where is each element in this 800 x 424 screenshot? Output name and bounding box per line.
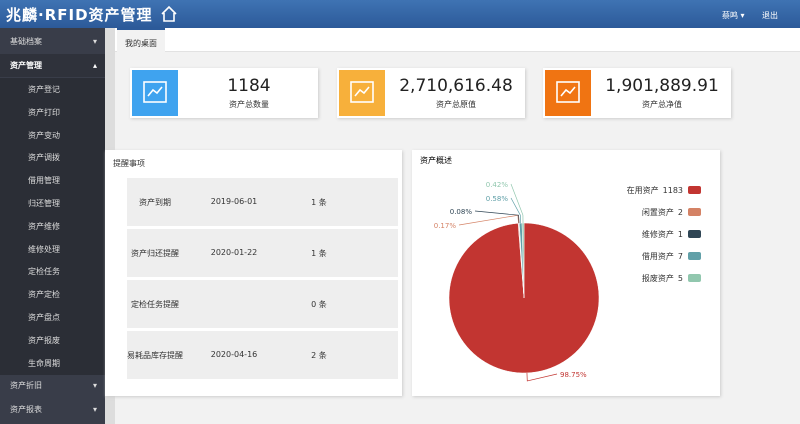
leader-line — [526, 372, 558, 382]
reminder-row[interactable]: 资产到期 2019-06-01 1 条 — [127, 178, 398, 226]
reminder-row[interactable]: 资产归还提醒 2020-01-22 1 条 — [127, 229, 398, 277]
legend-text: 2 — [678, 208, 683, 217]
tab[interactable]: 我的桌面 — [117, 28, 165, 52]
legend-entry: 借用资产 7 — [642, 251, 683, 261]
submenu-item[interactable]: 资产变动 — [0, 123, 105, 147]
legend-text: 维修资产 — [642, 229, 674, 239]
overview-panel: 资产概述 98.75% 0.17% 0.08% 0.58% 0.42% 在用资产 1183 闲… — [412, 150, 720, 396]
reminder-cell: 2019-06-01 — [210, 197, 258, 206]
leader-line — [458, 214, 519, 226]
arrow: ▴ — [92, 61, 97, 70]
legend-text: 报废资产 — [642, 273, 674, 283]
sidebar: 基础档案 ▾ 资产管理 ▴ 资产登记 资产打印 资产变动 资产调拨 借用管理 归还管理 资产维修 维修… — [0, 28, 105, 424]
card-value: 1,901,889.91 — [605, 76, 719, 96]
card-value: 1184 — [227, 76, 271, 96]
card-label: 资产总净值 — [642, 100, 682, 109]
pie-slice — [521, 222, 525, 299]
legend-swatch — [688, 252, 701, 260]
card-icon — [545, 70, 591, 116]
legend-text: 借用资产 — [642, 251, 674, 261]
stat-card: 1184 资产总数量 — [130, 68, 318, 118]
reminder-cell: 1 条 — [311, 198, 327, 207]
reminder-cell: 资产到期 — [139, 198, 171, 207]
reminder-row[interactable]: 定检任务提醒 0 条 — [127, 280, 398, 328]
submenu-item[interactable]: 资产定检 — [0, 283, 105, 307]
card-icon — [339, 70, 385, 116]
leader-line — [510, 197, 522, 224]
submenu-item[interactable]: 资产报废 — [0, 328, 105, 352]
top-bar: 兆麟·RFID资产管理 蔡鸣 ▾ 退出 — [0, 0, 800, 28]
submenu-item[interactable]: 生命周期 — [0, 351, 105, 375]
legend-text: 5 — [678, 274, 683, 283]
leader-line — [474, 210, 520, 224]
slice-label: 0.17% — [434, 222, 457, 230]
legend-swatch — [688, 208, 701, 216]
reminder-cell: 易耗品库存提醒 — [127, 351, 183, 360]
arrow: ▾ — [92, 405, 97, 415]
submenu-item[interactable]: 维修处理 — [0, 237, 105, 261]
home-icon[interactable] — [160, 5, 178, 23]
reminder-cell: 1 条 — [311, 249, 327, 258]
menu-item[interactable]: 资产报表 ▾ — [0, 398, 105, 421]
menu-item[interactable]: 资产折旧 ▾ — [0, 374, 105, 397]
user-menu[interactable]: 蔡鸣 ▾ — [722, 11, 745, 20]
slice-label: 0.58% — [486, 195, 509, 203]
legend-swatch — [688, 274, 701, 282]
panel-title: 提醒事项 — [113, 159, 145, 168]
submenu-item[interactable]: 归还管理 — [0, 192, 105, 215]
reminder-cell: 0 条 — [311, 300, 327, 309]
legend-entry: 报废资产 5 — [642, 273, 683, 283]
chart-title: 资产概述 — [420, 155, 452, 165]
legend-text: 闲置资产 — [642, 207, 674, 217]
legend-entry: 维修资产 1 — [642, 229, 683, 239]
legend-entry: 闲置资产 2 — [642, 207, 683, 217]
slice-label: 0.08% — [450, 208, 473, 216]
menu-label: 资产折旧 — [10, 381, 42, 391]
submenu-item[interactable]: 资产维修 — [0, 214, 105, 238]
submenu-item[interactable]: 资产调拨 — [0, 146, 105, 170]
arrow: ▾ — [92, 381, 97, 391]
tab-bar: 我的桌面 — [115, 28, 800, 52]
slice-label: 98.75% — [560, 371, 587, 379]
submenu-item[interactable]: 资产打印 — [0, 100, 105, 124]
card-label: 资产总原值 — [436, 100, 476, 109]
logo: 兆麟·RFID资产管理 — [6, 6, 153, 24]
slice-label: 0.42% — [486, 181, 509, 189]
legend-entry: 在用资产 1183 — [627, 185, 683, 195]
stat-card: 2,710,616.48 资产总原值 — [337, 68, 525, 118]
reminder-row[interactable]: 易耗品库存提醒 2020-04-16 2 条 — [127, 331, 398, 379]
card-value: 2,710,616.48 — [399, 76, 513, 96]
menu-label: 基础档案 — [10, 37, 42, 46]
submenu-item[interactable]: 借用管理 — [0, 169, 105, 193]
reminder-cell: 资产归还提醒 — [131, 249, 179, 258]
leader-line — [510, 183, 524, 224]
arrow: ▾ — [92, 37, 97, 46]
menu-item[interactable]: 资产管理 ▴ — [0, 54, 105, 77]
legend-text: 1 — [678, 230, 683, 239]
logout[interactable]: 退出 — [762, 11, 778, 20]
reminder-cell: 2 条 — [311, 351, 327, 360]
menu-label: 资产管理 — [10, 61, 42, 70]
menu-label: 资产报表 — [10, 405, 42, 415]
reminder-cell: 2020-01-22 — [210, 248, 258, 257]
pie-chart: 资产概述 98.75% 0.17% 0.08% 0.58% 0.42% 在用资产 1183 闲… — [420, 155, 701, 382]
submenu-item[interactable]: 定检任务 — [0, 260, 105, 284]
legend-text: 7 — [678, 252, 683, 261]
reminder-cell: 定检任务提醒 — [131, 300, 179, 309]
legend-swatch — [688, 230, 701, 238]
reminder-cell: 2020-04-16 — [210, 350, 258, 359]
stat-card: 1,901,889.91 资产总净值 — [543, 68, 731, 118]
menu-item[interactable]: 基础档案 ▾ — [0, 30, 105, 53]
legend-text: 1183 — [663, 186, 683, 195]
reminder-panel: 提醒事项 资产到期 2019-06-01 1 条资产归还提醒 2020-01-22 1 … — [105, 150, 402, 396]
submenu-item[interactable]: 资产登记 — [0, 78, 105, 101]
card-icon — [132, 70, 178, 116]
card-label: 资产总数量 — [229, 100, 269, 109]
legend-text: 在用资产 — [627, 185, 659, 195]
legend-swatch — [688, 186, 701, 194]
user-name: 蔡鸣 — [722, 11, 738, 20]
submenu-item[interactable]: 资产盘点 — [0, 306, 105, 329]
